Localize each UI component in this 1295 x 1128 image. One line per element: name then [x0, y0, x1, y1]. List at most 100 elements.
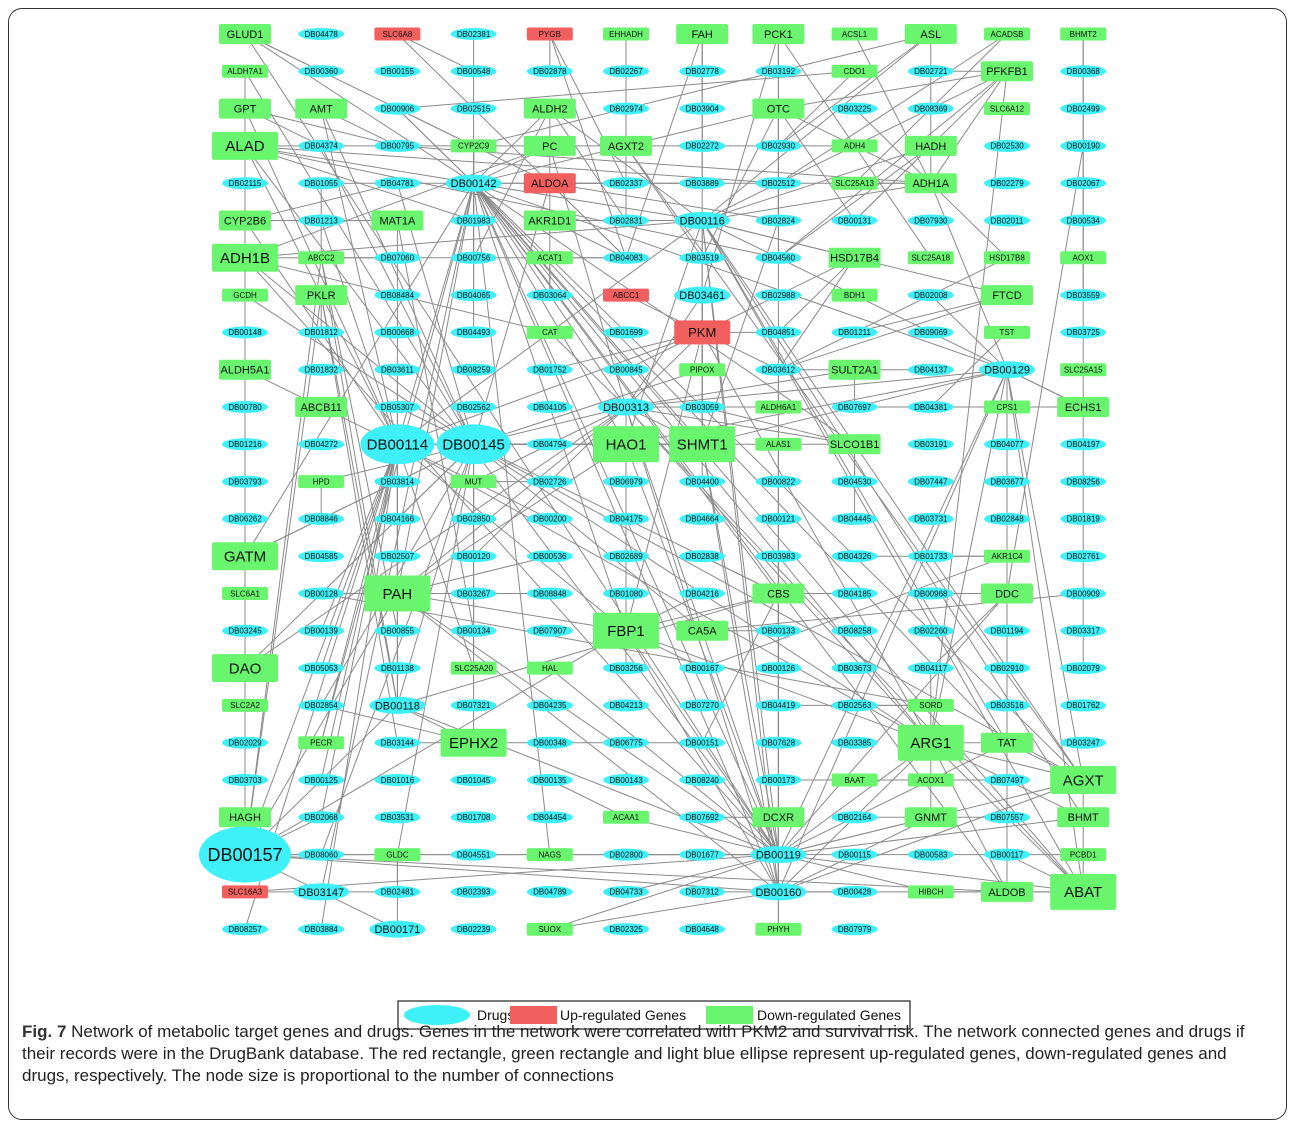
- node-label: DB04664: [686, 515, 720, 524]
- node-db04781: DB04781: [374, 177, 421, 190]
- down-gene-rect: [984, 251, 1030, 265]
- drug-ellipse: [603, 550, 649, 563]
- down-gene-rect: [984, 549, 1030, 563]
- node-suox: SUOX: [526, 922, 573, 936]
- drug-ellipse: [679, 736, 726, 749]
- drug-ellipse: [603, 363, 649, 376]
- node-label: DB02778: [686, 67, 720, 76]
- down-gene-rect: [1060, 363, 1107, 377]
- node-pfkfb1: PFKFB1: [981, 61, 1033, 82]
- edge-OTC-DB03519: [701, 108, 779, 259]
- node-label: DB01055: [305, 179, 339, 188]
- edge-DB00145-PIPOX: [473, 369, 703, 445]
- edge-ALDH7A1-DB00145: [244, 71, 475, 445]
- node-db03385: DB03385: [831, 736, 878, 749]
- node-bhmt: BHMT: [1057, 807, 1110, 828]
- drug-ellipse: [360, 424, 435, 465]
- edge-DB02854-DB00145: [320, 444, 475, 706]
- node-label: DB02562: [457, 403, 491, 412]
- node-db03703: DB03703: [222, 774, 268, 786]
- drug-ellipse: [450, 848, 497, 861]
- node-label: DB07312: [686, 888, 720, 897]
- drug-ellipse: [526, 885, 573, 898]
- node-mat1a: MAT1A: [371, 210, 424, 231]
- node-db03225: DB03225: [831, 102, 878, 115]
- node-label: DB00368: [1067, 67, 1101, 76]
- node-label: DB00534: [1067, 216, 1101, 225]
- node-label: DB01762: [1067, 701, 1101, 710]
- node-label: DB03519: [686, 254, 720, 263]
- node-hal: HAL: [526, 661, 573, 675]
- node-db04065: DB04065: [450, 289, 497, 302]
- node-label: DB02029: [228, 739, 262, 748]
- drug-ellipse: [679, 587, 726, 600]
- up-gene-rect: [603, 288, 649, 302]
- node-label: DB03247: [1067, 739, 1101, 748]
- node-gnmt: GNMT: [904, 807, 957, 828]
- down-gene-rect: [831, 773, 878, 787]
- node-label: DB04551: [457, 850, 491, 859]
- drug-ellipse: [679, 177, 726, 190]
- edge-CBS-DB00151: [701, 593, 779, 743]
- node-label: PIPOX: [690, 366, 715, 375]
- node-db00117: DB00117: [984, 848, 1030, 861]
- node-db00348: DB00348: [526, 736, 573, 749]
- drug-ellipse: [374, 65, 421, 78]
- node-label: DB04585: [305, 552, 339, 561]
- node-label: DB02838: [686, 552, 720, 561]
- node-hibch: HIBCH: [907, 885, 954, 899]
- edge-SLCO1B1-DB00313: [625, 406, 855, 445]
- drug-ellipse: [526, 550, 573, 563]
- node-label: DB00200: [533, 515, 567, 524]
- node-label: DB02800: [609, 850, 643, 859]
- down-gene-rect: [984, 102, 1030, 116]
- node-label: DB01216: [228, 440, 262, 449]
- node-label: HSD17B4: [830, 253, 879, 265]
- down-gene-rect: [222, 698, 268, 712]
- node-gldc: GLDC: [374, 848, 421, 862]
- down-gene-rect: [298, 251, 345, 265]
- node-pklr: PKLR: [295, 285, 348, 306]
- node-label: DB03461: [679, 290, 725, 302]
- node-db08257: DB08257: [222, 923, 268, 936]
- edge-GLDC-DB00145: [396, 444, 475, 855]
- node-label: DB04493: [457, 328, 491, 337]
- node-db02689: DB02689: [603, 550, 649, 563]
- node-label: DB07907: [533, 627, 567, 636]
- drug-ellipse: [679, 401, 726, 413]
- node-label: DB07628: [762, 739, 796, 748]
- edge-PCK1-DB03461: [701, 33, 779, 296]
- node-db02563: DB02563: [831, 699, 878, 712]
- node-db01138: DB01138: [374, 662, 421, 675]
- drug-ellipse: [374, 550, 421, 563]
- drug-ellipse: [374, 624, 421, 637]
- down-gene-rect: [1060, 848, 1107, 862]
- node-label: PCBD1: [1070, 850, 1097, 859]
- edge-DB00119-DB04733: [625, 854, 779, 893]
- drug-ellipse: [603, 177, 649, 190]
- down-gene-rect: [222, 587, 268, 600]
- edge-AGXT-DB00116: [701, 220, 1084, 781]
- node-hpd: HPD: [298, 475, 345, 489]
- edge-DB00116-HADH: [702, 145, 931, 221]
- node-db02008: DB02008: [907, 289, 954, 302]
- node-label: DB04166: [381, 515, 415, 524]
- node-db04374: DB04374: [298, 139, 345, 152]
- drug-ellipse: [450, 251, 497, 264]
- node-label: DB08256: [1067, 477, 1101, 486]
- node-label: DB00155: [381, 67, 415, 76]
- drug-ellipse: [436, 424, 511, 465]
- down-gene-rect: [981, 732, 1033, 753]
- node-label: DB02381: [457, 30, 491, 39]
- drug-ellipse: [369, 920, 426, 938]
- down-gene-rect: [752, 583, 805, 604]
- node-tat: TAT: [981, 732, 1033, 753]
- node-label: DB04781: [381, 179, 415, 188]
- node-label: DB00157: [207, 845, 282, 865]
- node-db00313: DB00313: [598, 398, 654, 416]
- node-db00536: DB00536: [526, 550, 573, 563]
- node-label: ALDH7A1: [227, 67, 263, 76]
- node-label: FTCD: [992, 290, 1021, 302]
- node-db07907: DB07907: [526, 624, 573, 637]
- node-label: DB07321: [457, 701, 491, 710]
